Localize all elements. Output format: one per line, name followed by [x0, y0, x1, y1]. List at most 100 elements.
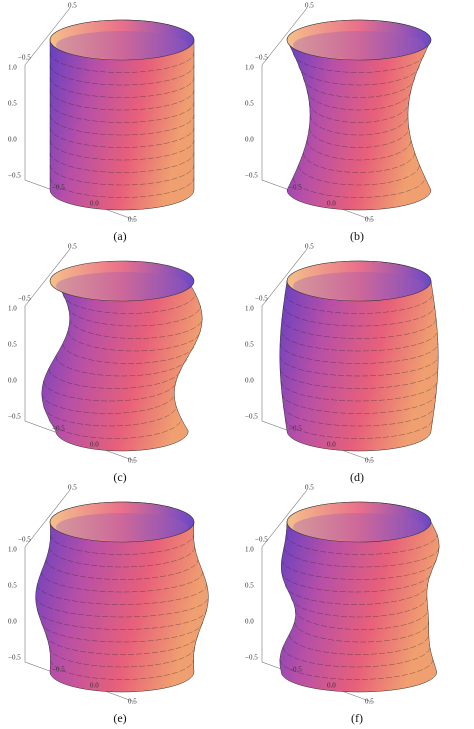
tick-label: 0.0 — [90, 441, 99, 449]
tick-label: 0.5 — [305, 484, 314, 492]
tick-label: 0.5 — [128, 216, 137, 224]
tick-label: −0.5 — [255, 54, 268, 62]
mesh-line — [37, 609, 207, 630]
surface-inner-shade — [293, 272, 425, 300]
mesh-line — [49, 64, 195, 86]
tick-label: −0.5 — [289, 666, 302, 674]
tick-label: 0.0 — [90, 200, 99, 208]
tick-label: −0.5 — [8, 413, 21, 421]
mesh-line — [281, 571, 432, 593]
panel-label: (d) — [350, 470, 364, 484]
tick-label: 0.0 — [90, 682, 99, 690]
mesh-line — [49, 646, 195, 668]
mesh-line — [45, 559, 199, 580]
mesh-line — [49, 164, 195, 186]
tick-label: 1.0 — [8, 64, 17, 72]
mesh-line — [49, 114, 195, 136]
surface-inner — [286, 260, 432, 302]
tick-label: −0.5 — [52, 666, 65, 674]
tick-label: 0.5 — [128, 698, 137, 706]
tick-label: 0.5 — [365, 216, 374, 224]
tick-label: −0.5 — [8, 654, 21, 662]
tick-label: −0.5 — [8, 172, 21, 180]
mesh-line — [298, 64, 420, 86]
mesh-line — [62, 343, 196, 364]
mesh-line — [306, 89, 412, 111]
tick-label: 0.5 — [245, 341, 254, 349]
tick-label: 0.5 — [68, 484, 77, 492]
mesh-line — [49, 177, 195, 198]
surface-inner — [286, 19, 432, 61]
mesh-line — [294, 621, 429, 643]
tick-label: −0.5 — [245, 172, 258, 180]
mesh-line — [67, 330, 201, 352]
mesh-line — [284, 293, 434, 314]
tick-label: 0.0 — [245, 618, 254, 626]
mesh-line — [280, 380, 438, 402]
surface-inner — [49, 260, 195, 302]
surface-inner — [49, 501, 195, 543]
tick-label: 0.0 — [8, 377, 17, 385]
surface-inner-shade — [293, 513, 425, 541]
tick-label: 0.5 — [305, 243, 314, 251]
tick-label: 0.0 — [327, 441, 336, 449]
tick-label: −0.5 — [255, 295, 268, 303]
tick-label: 0.0 — [8, 618, 17, 626]
mesh-line — [41, 571, 203, 593]
surface-inner-shade — [56, 31, 188, 59]
panel: 0.5−0.51.00.50.0−0.5−0.50.00.5(b) — [245, 2, 432, 243]
tick-label: −0.5 — [18, 54, 31, 62]
tick-label: 0.0 — [245, 136, 254, 144]
tick-label: 0.5 — [8, 100, 17, 108]
surface-inner-shade — [293, 31, 425, 59]
mesh-line — [62, 293, 196, 314]
tick-label: 1.0 — [245, 546, 254, 554]
tick-label: 0.0 — [327, 682, 336, 690]
mesh-line — [283, 546, 440, 568]
tick-label: −0.5 — [245, 654, 258, 662]
mesh-line — [285, 534, 438, 555]
mesh-line — [298, 164, 420, 186]
mesh-line — [281, 559, 437, 580]
tick-label: 0.5 — [8, 582, 17, 590]
tick-label: 0.5 — [245, 100, 254, 108]
mesh-line — [37, 584, 207, 605]
mesh-line — [69, 318, 203, 339]
panel: 0.5−0.51.00.50.0−0.5−0.50.00.5(a) — [8, 2, 195, 243]
tick-label: −0.5 — [18, 295, 31, 303]
mesh-line — [49, 152, 195, 173]
panel-label: (b) — [350, 229, 364, 243]
mesh-line — [290, 596, 428, 618]
mesh-line — [43, 405, 177, 427]
tick-label: 0.0 — [8, 136, 17, 144]
mesh-line — [281, 393, 437, 414]
mesh-line — [295, 609, 429, 630]
tick-label: −0.5 — [245, 413, 258, 421]
mesh-line — [279, 355, 439, 377]
mesh-line — [309, 127, 409, 148]
surface-inner — [49, 19, 195, 61]
tick-label: 0.5 — [8, 341, 17, 349]
mesh-line — [49, 89, 195, 111]
mesh-line — [303, 77, 415, 98]
mesh-line — [48, 368, 182, 389]
tick-label: −0.5 — [52, 425, 65, 433]
surface-inner — [286, 501, 432, 543]
mesh-line — [67, 305, 201, 327]
mesh-line — [41, 393, 175, 414]
mesh-line — [280, 330, 438, 352]
tick-label: 1.0 — [245, 64, 254, 72]
mesh-line — [284, 584, 428, 605]
tick-label: 0.0 — [245, 377, 254, 385]
mesh-line — [55, 355, 189, 377]
mesh-line — [289, 634, 429, 655]
mesh-line — [35, 596, 209, 618]
mesh-line — [283, 305, 435, 327]
tick-label: −0.5 — [289, 425, 302, 433]
mesh-line — [284, 418, 434, 439]
mesh-line — [303, 152, 415, 173]
mesh-line — [49, 139, 195, 161]
mesh-line — [49, 77, 195, 98]
mesh-line — [49, 102, 195, 123]
